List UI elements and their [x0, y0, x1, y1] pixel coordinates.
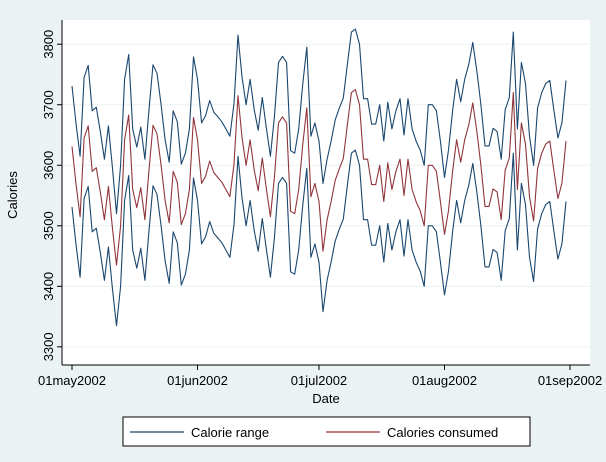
y-tick-label-3400: 3400 [41, 272, 56, 301]
x-tick-label-01jul2002: 01jul2002 [291, 373, 347, 388]
plot-area [62, 20, 590, 365]
y-tick-label-3700: 3700 [41, 90, 56, 119]
y-ticks: 3300 3400 3500 3600 3700 3800 [41, 30, 62, 361]
y-tick-label-3600: 3600 [41, 151, 56, 180]
legend-label-calorie-range: Calorie range [191, 425, 269, 440]
x-tick-label-01jun2002: 01jun2002 [167, 373, 228, 388]
series-line-calories-consumed [71, 89, 567, 266]
legend: Calorie range Calories consumed [122, 416, 531, 447]
y-tick-label-3800: 3800 [41, 30, 56, 59]
x-ticks: 01may2002 01jun2002 01jul2002 01aug2002 01se… [38, 365, 602, 388]
x-tick-label-01aug2002: 01aug2002 [412, 373, 477, 388]
y-tick-label-3500: 3500 [41, 211, 56, 240]
x-axis-title: Date [312, 391, 339, 406]
y-tick-label-3300: 3300 [41, 332, 56, 361]
axes [61, 20, 590, 366]
y-axis-title: Calories [5, 171, 20, 219]
series-line-calorie-range [71, 28, 567, 215]
x-tick-label-01sep2002: 01sep2002 [538, 373, 602, 388]
legend-label-calories-consumed: Calories consumed [387, 425, 498, 440]
series-line-calorie-range-lower [71, 149, 567, 327]
x-tick-label-01may2002: 01may2002 [38, 373, 106, 388]
series-lines [71, 28, 567, 327]
